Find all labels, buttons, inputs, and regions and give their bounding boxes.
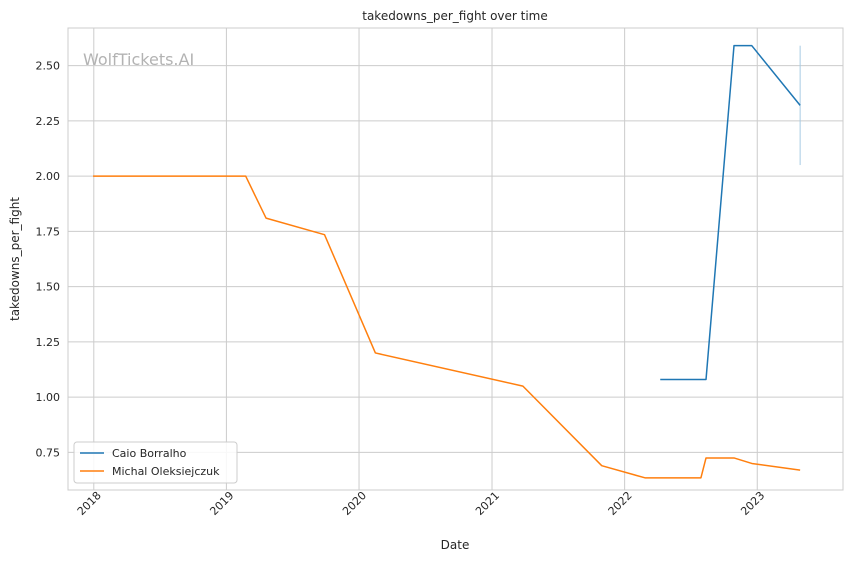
y-tick-label: 1.50: [36, 281, 61, 294]
y-tick-label: 0.75: [36, 446, 61, 459]
series-line-michal-oleksiejczuk: [93, 175, 801, 479]
y-ticks: 0.75 1.00 1.25 1.50 1.75 2.00 2.25 2.50: [36, 60, 61, 460]
x-ticks: 2018 2019 2020 2021 2022 2023: [75, 489, 767, 518]
x-tick-label: 2019: [207, 489, 236, 518]
chart-title: takedowns_per_fight over time: [362, 9, 548, 23]
legend-label-michal-oleksiejczuk: Michal Oleksiejczuk: [112, 465, 220, 478]
plot-background: [68, 28, 843, 490]
series-line-caio-borralho: [660, 44, 801, 381]
y-tick-label: 1.25: [36, 336, 61, 349]
legend: Caio Borralho Michal Oleksiejczuk: [73, 441, 238, 484]
x-axis-label: Date: [441, 538, 470, 552]
x-tick-label: 2021: [473, 489, 502, 518]
x-tick-label: 2020: [340, 489, 369, 518]
y-tick-label: 1.00: [36, 391, 61, 404]
y-axis-label: takedowns_per_fight: [8, 197, 22, 321]
legend-box: [73, 441, 238, 484]
plot-frame: [67, 27, 844, 491]
series-lines: [93, 44, 801, 479]
x-tick-label: 2023: [738, 489, 767, 518]
y-tick-label: 2.00: [36, 170, 61, 183]
legend-label-caio-borralho: Caio Borralho: [112, 447, 187, 460]
y-tick-label: 1.75: [36, 225, 61, 238]
x-tick-label: 2018: [75, 489, 104, 518]
y-tick-label: 2.50: [36, 60, 61, 73]
x-tick-label: 2022: [606, 489, 635, 518]
y-tick-label: 2.25: [36, 115, 61, 128]
watermark-text: WolfTickets.AI: [83, 50, 194, 69]
